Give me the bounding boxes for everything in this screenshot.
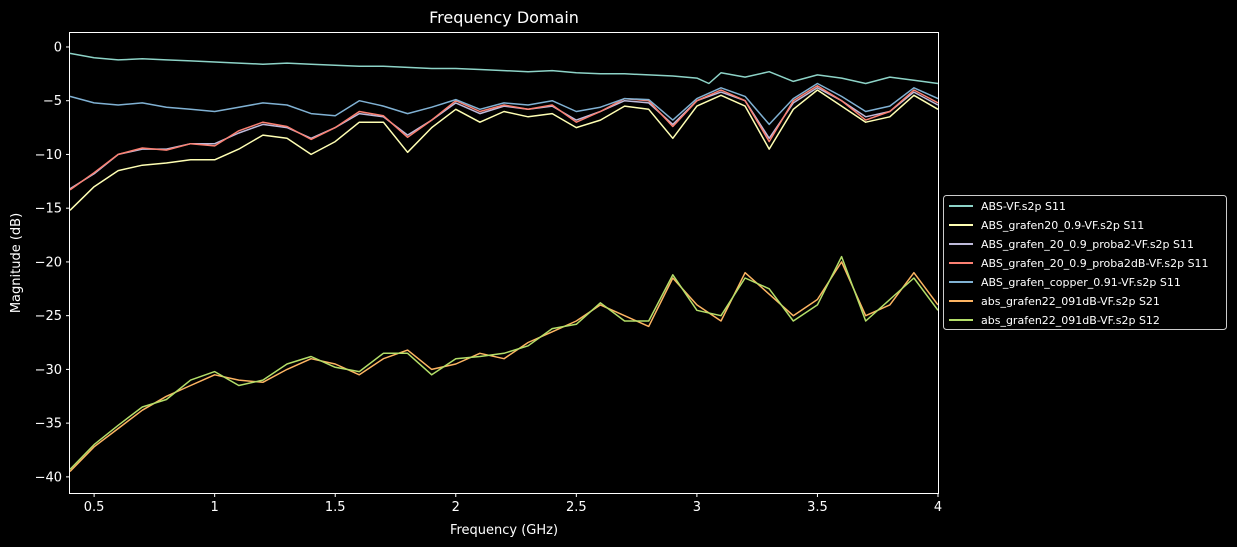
x-tick-label: 0.5	[84, 500, 105, 515]
x-tick-label: 1.5	[325, 500, 346, 515]
series-line-2	[70, 90, 938, 210]
x-tick-label: 3.5	[807, 500, 828, 515]
y-tick-label: −20	[35, 255, 62, 270]
series-line-4	[70, 86, 938, 190]
x-tick-label: 2	[452, 500, 460, 515]
series-line-7	[70, 257, 938, 470]
y-axis-label: Magnitude (dB)	[9, 213, 24, 313]
legend-label-1: ABS-VF.s2p S11	[981, 200, 1066, 213]
y-tick-label: −40	[35, 470, 62, 485]
legend-label-6: abs_grafen22_091dB-VF.s2p S21	[981, 295, 1160, 308]
y-tick-label: 0	[54, 40, 62, 55]
legend-label-7: abs_grafen22_091dB-VF.s2p S12	[981, 314, 1160, 327]
x-tick-label: 2.5	[566, 500, 587, 515]
y-tick-label: −30	[35, 363, 62, 378]
series-line-1	[70, 53, 938, 83]
series-layer	[70, 53, 938, 471]
x-tick-label: 3	[693, 500, 701, 515]
y-axis: 0 −5 −10 −15 −20 −25 −30 −35 −40	[35, 40, 70, 485]
x-tick-label: 4	[934, 500, 942, 515]
y-tick-label: −5	[43, 94, 62, 109]
y-tick-label: −15	[35, 202, 62, 217]
y-tick-label: −10	[35, 148, 62, 163]
legend-label-5: ABS_grafen_copper_0.91-VF.s2p S11	[981, 276, 1181, 289]
plot-frame	[70, 33, 939, 494]
x-tick-label: 1	[211, 500, 219, 515]
chart-title: Frequency Domain	[429, 8, 579, 27]
x-axis-label: Frequency (GHz)	[450, 523, 558, 538]
legend-label-4: ABS_grafen_20_0.9_proba2dB-VF.s2p S11	[981, 257, 1209, 270]
x-axis: 0.5 1 1.5 2 2.5 3 3.5 4	[84, 493, 942, 515]
legend-label-3: ABS_grafen_20_0.9_proba2-VF.s2p S11	[981, 238, 1194, 251]
y-tick-label: −25	[35, 309, 62, 324]
legend-label-2: ABS_grafen20_0.9-VF.s2p S11	[981, 219, 1144, 232]
y-tick-label: −35	[35, 417, 62, 432]
legend: ABS-VF.s2p S11 ABS_grafen20_0.9-VF.s2p S1…	[944, 196, 1227, 330]
series-line-5	[70, 84, 938, 125]
series-line-6	[70, 262, 938, 472]
